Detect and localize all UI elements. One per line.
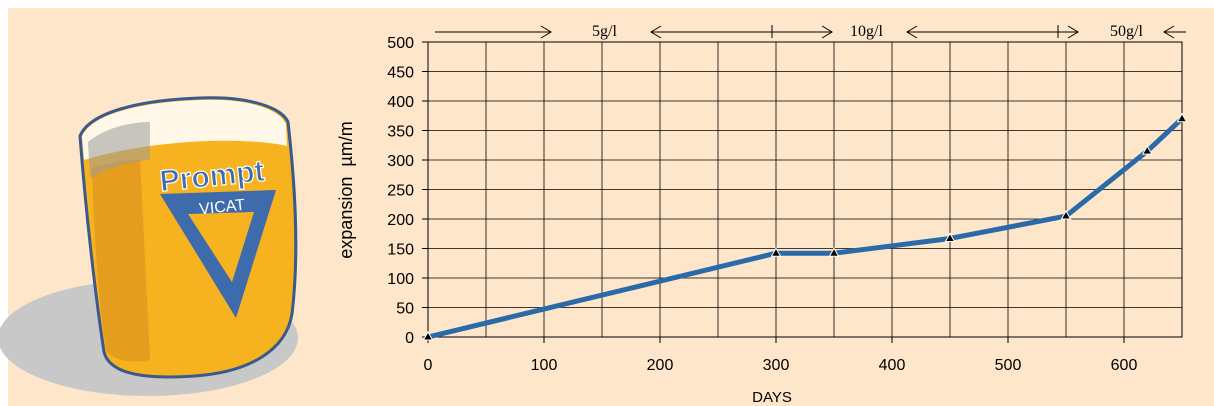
- prompt-vicat-logo: Prompt VICAT: [0, 96, 298, 396]
- y-tick-label: 500: [387, 35, 414, 52]
- data-point-marker: [1141, 145, 1153, 155]
- concentration-annotations: [435, 25, 1186, 39]
- logo-cup-highlight: [92, 160, 150, 362]
- grid: [428, 42, 1182, 337]
- data-point-marker: [770, 247, 782, 257]
- y-axis-label: expansion µm/m: [336, 121, 356, 258]
- x-tick-label: 400: [879, 357, 906, 374]
- x-tick-label: 200: [647, 357, 674, 374]
- logo-brand-top: Prompt: [158, 155, 266, 199]
- series-layer: [422, 112, 1188, 341]
- annotation-5g: 5g/l: [592, 23, 617, 40]
- y-tick-label: 300: [387, 153, 414, 170]
- y-tick-label: 100: [387, 271, 414, 288]
- logo-triangle-inner: [188, 212, 254, 282]
- logo-brand-bottom: VICAT: [198, 197, 246, 219]
- logo-cup-grey-band: [88, 122, 150, 178]
- y-tick-label: 400: [387, 94, 414, 111]
- annotation-10g: 10g/l: [850, 23, 883, 40]
- y-tick-label: 50: [396, 301, 414, 318]
- x-tick-labels: 0 100 200 300 400 500 600: [424, 337, 1138, 374]
- annotation-50g: 50g/l: [1110, 23, 1143, 40]
- data-point-marker: [944, 232, 956, 242]
- y-tick-label: 200: [387, 212, 414, 229]
- x-tick-label: 300: [763, 357, 790, 374]
- y-tick-label: 0: [405, 330, 414, 347]
- data-point-marker: [828, 247, 840, 257]
- y-tick-label: 350: [387, 124, 414, 141]
- x-tick-label: 0: [424, 357, 433, 374]
- x-tick-label: 100: [531, 357, 558, 374]
- data-point-marker: [1176, 112, 1188, 123]
- x-tick-label: 500: [995, 357, 1022, 374]
- data-point-marker: [1060, 210, 1072, 220]
- x-axis-label: DAYS: [752, 389, 792, 406]
- y-tick-label: 450: [387, 65, 414, 82]
- y-tick-label: 250: [387, 183, 414, 200]
- series-line: [425, 116, 1185, 340]
- data-point-marker: [422, 330, 434, 341]
- plot-area: 0 50 100 150 200 250 300 350 400 450 500 0 100 200 30…: [387, 35, 1188, 374]
- y-tick-labels: 0 50 100 150 200 250 300 350 400 450 500: [387, 35, 428, 347]
- x-tick-label: 600: [1111, 357, 1138, 374]
- y-tick-label: 150: [387, 242, 414, 259]
